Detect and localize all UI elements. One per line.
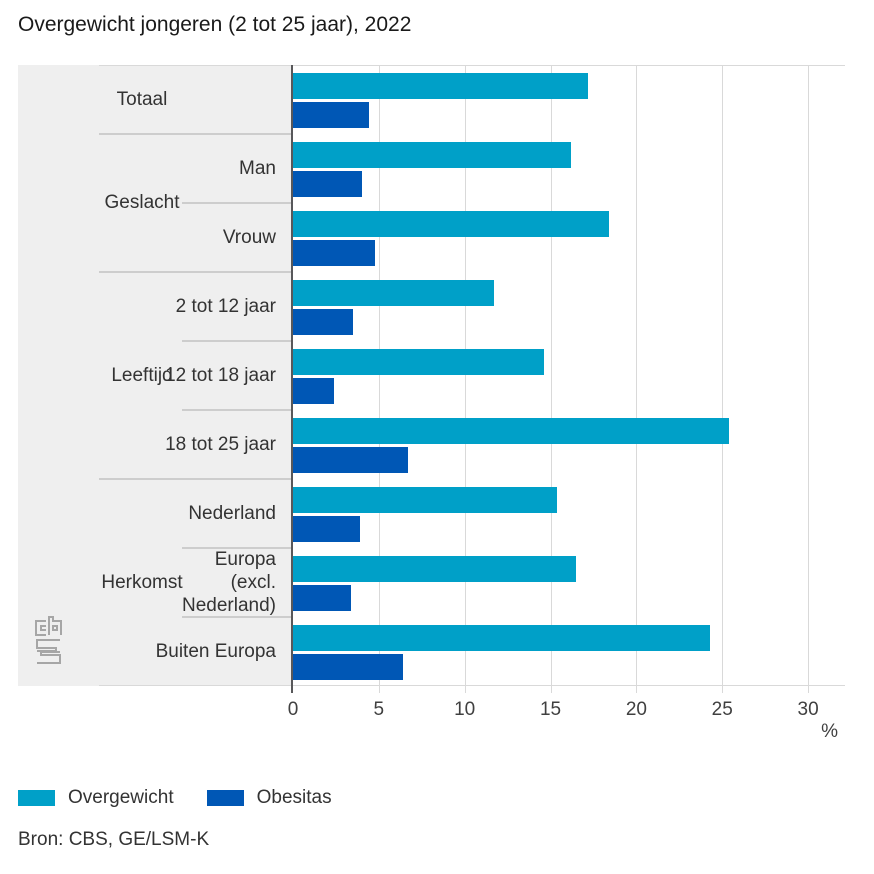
- group-separator: [99, 133, 291, 135]
- value-axis-line: [291, 65, 293, 693]
- row-label: Man: [239, 158, 276, 179]
- axis-tick-label: 10: [454, 699, 476, 720]
- item-separator: [182, 202, 291, 204]
- group-label: Totaal: [116, 88, 168, 110]
- plot-bottom-border: [99, 685, 845, 686]
- group-separator: [99, 271, 291, 273]
- group-label: Herkomst: [101, 571, 183, 593]
- bar-overgewicht: [293, 625, 711, 651]
- bar-obesitas: [293, 240, 376, 266]
- bar-overgewicht: [293, 349, 544, 375]
- row-label: 12 tot 18 jaar: [165, 365, 276, 386]
- bar-obesitas: [293, 378, 335, 404]
- bar-obesitas: [293, 171, 362, 197]
- legend-item: Obesitas: [206, 787, 332, 809]
- item-separator: [182, 547, 291, 549]
- bar-overgewicht: [293, 142, 572, 168]
- legend-label: Overgewicht: [68, 787, 174, 808]
- group-separator: [99, 478, 291, 480]
- chart-area: 0 5 10 15 20 25 30 Totaal Geslacht Man Vrouw Leefti…: [18, 65, 846, 765]
- axis-tick-label: 20: [625, 699, 647, 720]
- grid-line: [808, 65, 810, 693]
- legend-item: Overgewicht: [18, 787, 174, 809]
- group-label: Geslacht: [104, 192, 180, 213]
- bar-obesitas: [293, 585, 352, 611]
- axis-tick-label: 25: [711, 699, 733, 720]
- row-label: 2 tot 12 jaar: [175, 296, 276, 317]
- item-separator: [182, 616, 291, 618]
- row-label: 18 tot 25 jaar: [165, 434, 276, 455]
- plot-top-border: [99, 65, 845, 66]
- axis-tick-label: 30: [797, 699, 819, 720]
- category-label-panel: [18, 65, 291, 686]
- cbs-logo-icon: [35, 616, 62, 664]
- group-label: Leeftijd: [111, 364, 173, 386]
- legend: Overgewicht Obesitas: [18, 787, 332, 809]
- grid-line: [722, 65, 724, 693]
- bar-overgewicht: [293, 73, 589, 99]
- chart-title: Overgewicht jongeren (2 tot 25 jaar), 20…: [18, 13, 412, 36]
- axis-tick-label: 5: [373, 699, 385, 720]
- bar-obesitas: [293, 516, 360, 542]
- bar-obesitas: [293, 309, 354, 335]
- bar-obesitas: [293, 654, 403, 680]
- axis-tick-label: 0: [287, 699, 299, 720]
- item-separator: [182, 340, 291, 342]
- grid-line: [550, 65, 552, 693]
- source-text: Bron: CBS, GE/LSM-K: [18, 829, 210, 850]
- row-label: Europa (excl. Nederland): [182, 549, 276, 616]
- bar-overgewicht: [293, 556, 577, 582]
- legend-swatch-icon: [206, 790, 244, 806]
- row-label: Vrouw: [222, 227, 276, 248]
- bar-obesitas: [293, 447, 409, 473]
- bar-overgewicht: [293, 418, 730, 444]
- bar-obesitas: [293, 102, 369, 128]
- item-separator: [182, 409, 291, 411]
- bar-overgewicht: [293, 487, 558, 513]
- legend-swatch-icon: [18, 790, 55, 806]
- row-label: Buiten Europa: [155, 641, 276, 662]
- bar-overgewicht: [293, 280, 494, 306]
- row-label: Nederland: [188, 503, 276, 524]
- legend-label: Obesitas: [256, 787, 332, 808]
- grid-line: [464, 65, 466, 693]
- axis-unit-label: %: [821, 721, 838, 742]
- grid-line: [636, 65, 638, 693]
- bar-overgewicht: [293, 211, 609, 237]
- grid-line: [378, 65, 380, 693]
- axis-tick-label: 15: [539, 699, 562, 720]
